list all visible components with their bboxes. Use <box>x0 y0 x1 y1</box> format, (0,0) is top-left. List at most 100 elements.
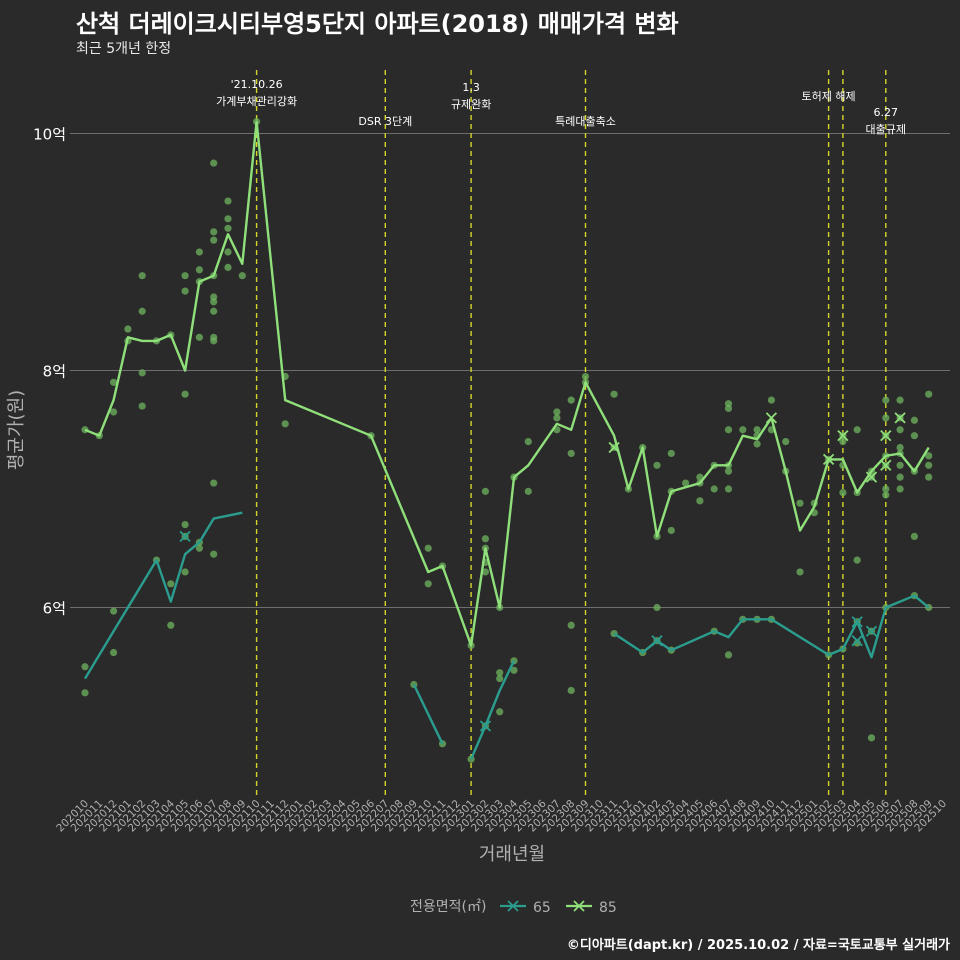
scatter-point <box>667 449 675 458</box>
scatter-point <box>181 390 189 398</box>
scatter-point <box>167 580 175 588</box>
scatter-point <box>910 432 919 440</box>
scatter-point <box>724 426 733 434</box>
marker-85 <box>608 441 620 454</box>
scatter-point <box>224 248 232 256</box>
marker-85 <box>837 430 849 442</box>
scatter-point <box>510 666 518 674</box>
scatter-point <box>138 307 146 315</box>
scatter-point <box>739 426 747 434</box>
marker-65 <box>651 635 663 647</box>
scatter-point <box>882 491 890 499</box>
series-line-85 <box>84 120 930 647</box>
scatter-point <box>853 426 861 434</box>
series-line-65 <box>412 683 444 745</box>
scatter-point <box>682 479 690 487</box>
scatter-point <box>110 648 118 657</box>
scatter-point <box>195 266 203 274</box>
chart-caption: ©디아파트(dapt.kr) / 2025.10.02 / 자료=국토교통부 실… <box>566 938 950 953</box>
event-label: DSR 3단계 <box>358 115 412 128</box>
y-tick-label: 10억 <box>33 126 66 144</box>
scatter-point <box>110 607 118 615</box>
scatter-point <box>210 236 218 244</box>
marker-85 <box>880 459 892 471</box>
scatter-point <box>782 438 790 446</box>
scatter-point <box>896 485 904 493</box>
scatter-point <box>138 272 146 280</box>
scatter-point <box>224 263 232 272</box>
scatter-point <box>496 708 504 716</box>
scatter-point <box>424 580 432 588</box>
scatter-point <box>138 369 146 377</box>
chart-title: 산척 더레이크시티부영5단지 아파트(2018) 매매가격 변화 <box>76 10 679 38</box>
scatter-point <box>839 438 847 446</box>
scatter-point <box>581 372 590 381</box>
scatter-point <box>696 497 704 505</box>
scatter-point <box>181 287 189 295</box>
legend-title: 전용면적(㎡) <box>410 899 486 915</box>
scatter-point <box>925 390 933 398</box>
y-tick-label: 8억 <box>43 363 66 381</box>
scatter-point <box>882 396 890 404</box>
scatter-point <box>896 396 904 404</box>
scatter-point <box>524 487 532 495</box>
marker-85 <box>765 412 778 424</box>
scatter-point <box>195 544 203 552</box>
scatter-point <box>724 467 733 475</box>
scatter-point <box>496 675 504 683</box>
marker-65 <box>479 720 492 732</box>
scatter-point <box>753 440 761 448</box>
event-label: 6.27 <box>874 106 899 119</box>
marker-65 <box>851 616 863 628</box>
scatter-point <box>81 689 89 697</box>
marker-85 <box>894 412 906 424</box>
scatter-point <box>210 307 218 315</box>
scatter-point <box>653 603 661 612</box>
scatter-point <box>767 396 776 404</box>
event-label: '21.10.26 <box>231 78 283 91</box>
event-label: 대출규제 <box>866 123 906 136</box>
scatter-point <box>210 159 218 167</box>
scatter-point <box>496 669 504 677</box>
scatter-point <box>210 298 218 306</box>
scatter-point <box>481 568 489 576</box>
scatter-point <box>181 272 189 280</box>
scatter-point <box>167 621 175 629</box>
marker-65 <box>851 635 863 647</box>
chart-subtitle: 최근 5개년 한정 <box>76 41 172 57</box>
scatter-point <box>610 390 618 398</box>
scatter-point <box>910 532 919 541</box>
scatter-point <box>424 544 432 552</box>
scatter-point <box>181 520 189 529</box>
y-axis-title: 평균가(원) <box>6 390 27 470</box>
x-axis-title: 거래년월 <box>479 844 545 865</box>
scatter-point <box>81 663 89 671</box>
series-line-65 <box>613 594 930 659</box>
scatter-point <box>110 378 118 386</box>
scatter-point <box>653 461 661 469</box>
scatter-point <box>925 452 933 460</box>
scatter-point <box>882 485 890 493</box>
scatter-point <box>724 651 733 659</box>
scatter-point <box>481 487 489 495</box>
event-label: 1.3 <box>462 81 480 94</box>
scatter-point <box>195 248 203 256</box>
legend-label-85: 85 <box>599 900 617 916</box>
scatter-point <box>524 438 532 446</box>
legend-marker-65 <box>507 900 519 912</box>
scatter-point <box>224 215 232 223</box>
scatter-point <box>553 408 561 416</box>
marker-65 <box>865 625 878 637</box>
series-line-65 <box>83 511 243 680</box>
scatter-point <box>138 402 146 410</box>
scatter-point <box>195 333 203 341</box>
scatter-point <box>839 488 847 497</box>
event-label: 특례대출축소 <box>555 115 616 128</box>
scatter-point <box>110 408 118 416</box>
scatter-point <box>867 734 876 742</box>
scatter-point <box>925 473 933 481</box>
scatter-point <box>925 461 933 469</box>
event-label: 규제완화 <box>451 98 491 111</box>
scatter-point <box>753 426 761 434</box>
